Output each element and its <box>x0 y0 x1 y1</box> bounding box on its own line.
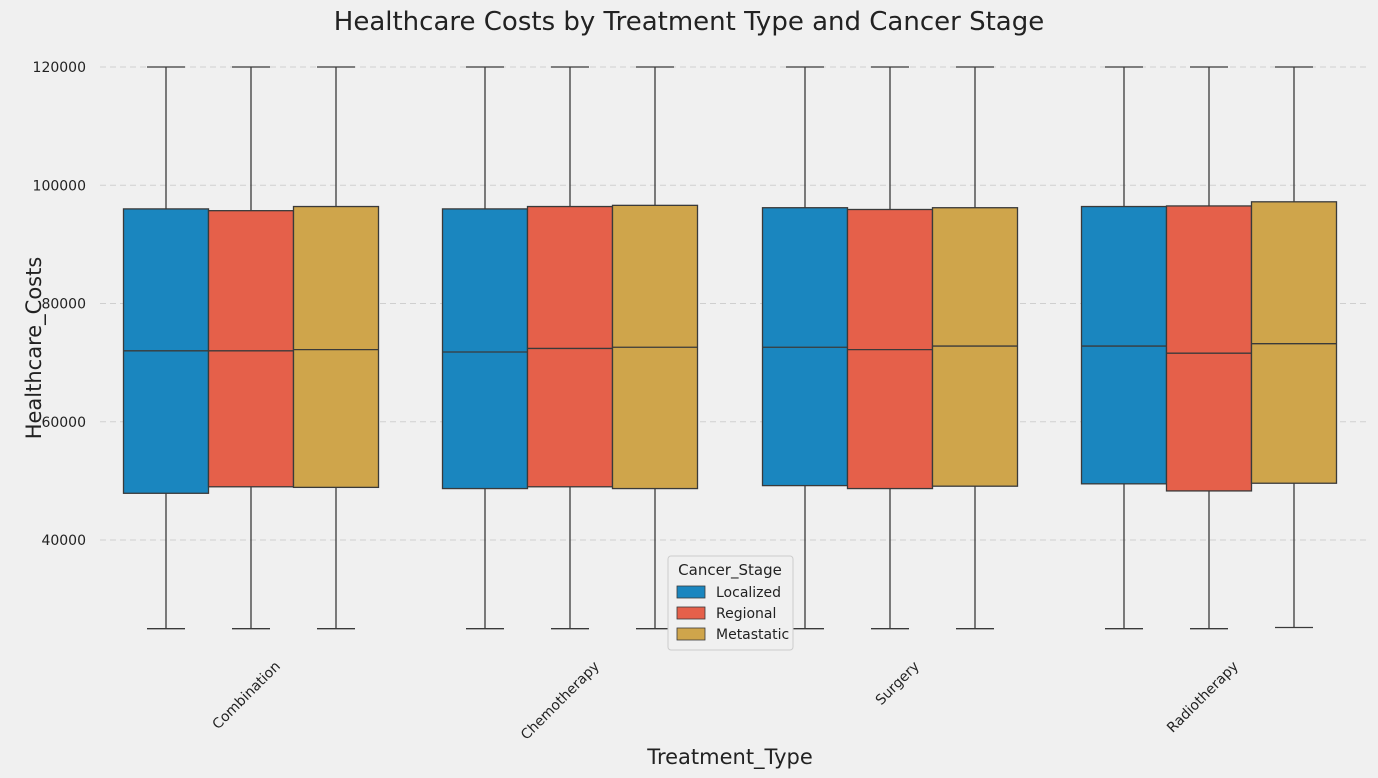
y-tick-label: 100000 <box>33 178 86 194</box>
legend-swatch <box>676 585 706 599</box>
box-iqr <box>441 208 529 490</box>
box-radiotherapy-metastatic <box>1250 66 1338 629</box>
box-combination-localized <box>122 66 210 630</box>
chart-title: Healthcare Costs by Treatment Type and C… <box>334 7 1044 37</box>
box-radiotherapy-localized <box>1080 66 1168 630</box>
box-chemotherapy-metastatic <box>611 66 699 630</box>
y-axis-label: Healthcare_Costs <box>22 257 47 440</box>
y-tick-label: 80000 <box>41 297 86 313</box>
box-chemotherapy-localized <box>441 66 529 630</box>
legend-label: Metastatic <box>716 627 789 643</box>
legend-label: Localized <box>716 585 781 601</box>
legend-label: Regional <box>716 606 776 622</box>
box-surgery-regional <box>846 66 934 630</box>
y-tick-label: 40000 <box>41 533 86 549</box>
boxes <box>122 66 1338 630</box>
box-iqr <box>1250 201 1338 484</box>
legend-swatch <box>676 606 706 620</box>
box-iqr <box>526 205 614 488</box>
box-chemotherapy-regional <box>526 66 614 630</box>
legend-swatch <box>676 627 706 641</box>
box-iqr <box>931 207 1019 487</box>
box-iqr <box>292 205 380 489</box>
box-iqr <box>207 210 295 488</box>
box-iqr <box>1165 205 1253 492</box>
box-radiotherapy-regional <box>1165 66 1253 630</box>
legend: Cancer_Stage Localized Regional Metastatic <box>667 555 794 651</box>
box-iqr <box>1080 205 1168 485</box>
legend-title: Cancer_Stage <box>678 561 782 580</box>
x-axis-label: Treatment_Type <box>646 745 813 770</box>
legend-frame <box>667 555 794 651</box>
box-combination-metastatic <box>292 66 380 630</box>
box-surgery-metastatic <box>931 66 1019 630</box>
box-surgery-localized <box>761 66 849 630</box>
box-combination-regional <box>207 66 295 630</box>
y-axis-ticks: 40000 60000 80000 100000 120000 <box>33 60 86 549</box>
y-tick-label: 60000 <box>41 415 86 431</box>
y-tick-label: 120000 <box>33 60 86 76</box>
